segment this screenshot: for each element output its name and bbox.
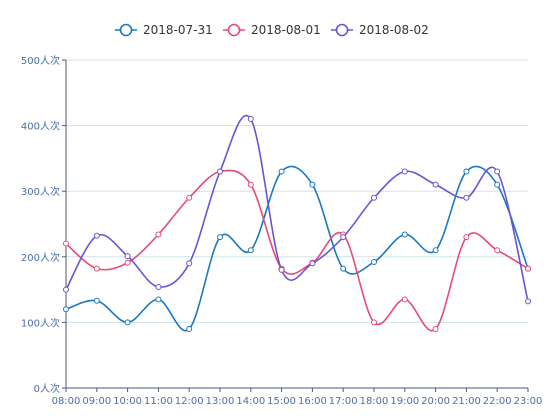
data-point[interactable] <box>432 325 439 332</box>
legend-marker-icon <box>335 23 349 37</box>
data-point[interactable] <box>63 286 69 293</box>
data-point[interactable] <box>155 283 162 290</box>
data-point[interactable] <box>371 259 377 266</box>
x-tick-label: 10:00 <box>113 396 142 407</box>
data-point[interactable] <box>525 298 531 305</box>
data-point[interactable] <box>494 247 501 254</box>
x-tick-label: 16:00 <box>298 396 327 407</box>
legend-label: 2018-08-02 <box>359 23 429 37</box>
x-tick-label: 22:00 <box>483 396 512 407</box>
grid-lines <box>66 59 528 323</box>
data-point[interactable] <box>124 259 131 266</box>
x-tick-label: 11:00 <box>144 396 173 407</box>
data-point[interactable] <box>217 168 223 175</box>
data-point[interactable] <box>463 194 470 201</box>
series-line-2018-08-02 <box>65 115 529 302</box>
y-tick-label: 0人次 <box>34 382 60 395</box>
data-point[interactable] <box>309 260 316 267</box>
data-point[interactable] <box>340 234 347 241</box>
series-line-2018-07-31 <box>65 165 529 332</box>
data-point[interactable] <box>247 116 254 123</box>
y-tick-label: 300人次 <box>21 185 60 198</box>
series-line-2018-08-01 <box>65 169 529 332</box>
x-tick-label: 23:00 <box>514 396 543 407</box>
legend-marker-icon <box>227 23 241 37</box>
data-point[interactable] <box>63 240 69 247</box>
data-point[interactable] <box>278 266 285 273</box>
data-point[interactable] <box>217 234 223 241</box>
data-point[interactable] <box>186 194 193 201</box>
data-point[interactable] <box>186 260 193 267</box>
data-point[interactable] <box>525 265 531 272</box>
data-point[interactable] <box>124 319 131 326</box>
data-point[interactable] <box>247 247 254 254</box>
y-tick-label: 400人次 <box>21 120 60 133</box>
legend-label: 2018-07-31 <box>143 23 213 37</box>
x-tick-label: 18:00 <box>360 396 389 407</box>
legend-marker-icon <box>119 23 133 37</box>
data-point[interactable] <box>371 319 377 326</box>
data-point[interactable] <box>124 253 131 260</box>
data-point[interactable] <box>494 181 501 188</box>
x-tick-label: 12:00 <box>175 396 204 407</box>
legend: 2018-07-31 2018-08-01 2018-08-02 <box>115 23 429 37</box>
x-tick-label: 15:00 <box>267 396 296 407</box>
data-point[interactable] <box>155 231 162 238</box>
x-tick-label: 13:00 <box>206 396 235 407</box>
x-tick-label: 08:00 <box>52 396 81 407</box>
y-tick-label: 200人次 <box>21 251 60 264</box>
x-tick-label: 21:00 <box>452 396 481 407</box>
data-point[interactable] <box>309 181 316 188</box>
data-point[interactable] <box>432 247 439 254</box>
x-axis-ticks: 08:00 09:00 10:00 11:00 12:00 13:00 14:00 15:00… <box>52 388 543 407</box>
data-point[interactable] <box>463 234 470 241</box>
data-point[interactable] <box>93 297 100 304</box>
y-axis-ticks: 0人次 100人次 200人次 300人次 400人次 500人次 <box>21 54 66 395</box>
series-lines <box>63 115 531 332</box>
data-point[interactable] <box>494 168 501 175</box>
data-point[interactable] <box>247 181 254 188</box>
data-point[interactable] <box>63 306 69 313</box>
x-tick-label: 09:00 <box>82 396 111 407</box>
x-tick-label: 17:00 <box>329 396 358 407</box>
y-tick-label: 100人次 <box>21 316 60 329</box>
data-point[interactable] <box>401 296 408 303</box>
x-tick-label: 20:00 <box>421 396 450 407</box>
legend-item-2018-07-31[interactable]: 2018-07-31 <box>115 23 213 37</box>
legend-item-2018-08-01[interactable]: 2018-08-01 <box>223 23 321 37</box>
data-point[interactable] <box>93 232 100 239</box>
data-point[interactable] <box>371 194 377 201</box>
data-point[interactable] <box>278 168 285 175</box>
data-point[interactable] <box>186 325 193 332</box>
data-point[interactable] <box>432 181 439 188</box>
legend-label: 2018-08-01 <box>251 23 321 37</box>
legend-item-2018-08-02[interactable]: 2018-08-02 <box>331 23 429 37</box>
y-tick-label: 500人次 <box>21 54 60 67</box>
data-point[interactable] <box>401 168 408 175</box>
axes <box>65 60 528 389</box>
data-point[interactable] <box>155 296 162 303</box>
x-tick-label: 14:00 <box>236 396 265 407</box>
data-point[interactable] <box>340 265 347 272</box>
data-point[interactable] <box>401 231 408 238</box>
data-point[interactable] <box>463 168 470 175</box>
data-point[interactable] <box>93 265 100 272</box>
x-tick-label: 19:00 <box>390 396 419 407</box>
